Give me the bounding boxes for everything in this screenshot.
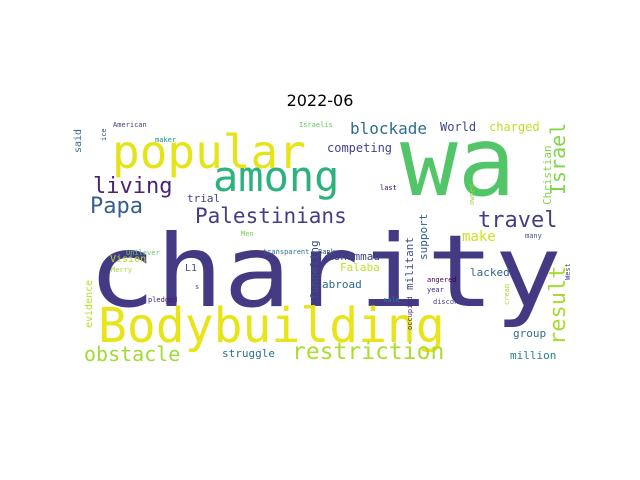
- word-group: group: [513, 327, 546, 340]
- word-sale: sale: [383, 296, 400, 304]
- word-obstacle: obstacle: [84, 342, 180, 366]
- word-owned: owned: [468, 184, 476, 205]
- word-ice: ice: [100, 128, 108, 141]
- word-year: year: [427, 286, 444, 294]
- word-said: said: [73, 129, 84, 153]
- word-palestinians: Palestinians: [195, 204, 347, 228]
- word-abroad: abroad: [322, 278, 362, 291]
- word-l1: L1: [185, 263, 197, 274]
- word-competing: competing: [327, 141, 392, 155]
- word-maker: maker: [155, 136, 176, 144]
- word-million: million: [510, 349, 556, 362]
- word-trial: trial: [187, 192, 220, 205]
- word-israelis: Israelis: [299, 121, 333, 129]
- word-last: last: [380, 184, 397, 192]
- word-among: among: [213, 152, 339, 201]
- word-west: West: [564, 263, 572, 280]
- word-popular: popular: [112, 125, 306, 179]
- chart-title: 2022-06: [286, 91, 354, 110]
- word-make: make: [462, 229, 496, 245]
- word-christian: Christian: [541, 145, 554, 205]
- word-charity: charity: [88, 213, 562, 330]
- word-occupied: occupied: [406, 296, 414, 330]
- word-s: s: [195, 283, 199, 291]
- word-mohammad: Mohammad: [327, 250, 380, 263]
- word-angered: angered: [427, 276, 457, 284]
- word-falaba: Falaba: [340, 261, 380, 274]
- word-wa: wa: [400, 106, 516, 218]
- word-charged: charged: [489, 120, 540, 134]
- word-unilever: Unilever: [126, 249, 160, 257]
- word-merry: Merry: [111, 266, 132, 274]
- word-israel: Israel: [546, 123, 570, 195]
- word-lacked: lacked: [470, 266, 510, 279]
- word-restriction: restriction: [292, 339, 444, 365]
- word-bodybuilding: Bodybuilding: [98, 298, 445, 354]
- word-american: American: [113, 121, 147, 129]
- word-result: result: [546, 266, 571, 345]
- word-evidence: evidence: [84, 280, 95, 328]
- word-travel: travel: [478, 208, 557, 233]
- word-funneling: funneling: [308, 240, 321, 300]
- word-pledged: pledged: [148, 296, 178, 304]
- word-world: World: [440, 120, 476, 134]
- word-bank: Bank: [318, 248, 336, 256]
- word-men: Men: [241, 230, 254, 238]
- word-papa: Papa: [90, 194, 143, 219]
- word-blockade: blockade: [350, 119, 427, 138]
- word-discontinue: discontinue: [433, 298, 479, 306]
- word-support: support: [417, 214, 430, 260]
- word-living: living: [93, 174, 172, 199]
- word-militant: militant: [403, 237, 416, 290]
- word-many: many: [525, 232, 542, 240]
- word-vision: Vision: [110, 254, 146, 265]
- word-struggle: struggle: [222, 347, 275, 360]
- word-transparent: transparent: [263, 248, 309, 256]
- word-cream: cream: [503, 284, 511, 305]
